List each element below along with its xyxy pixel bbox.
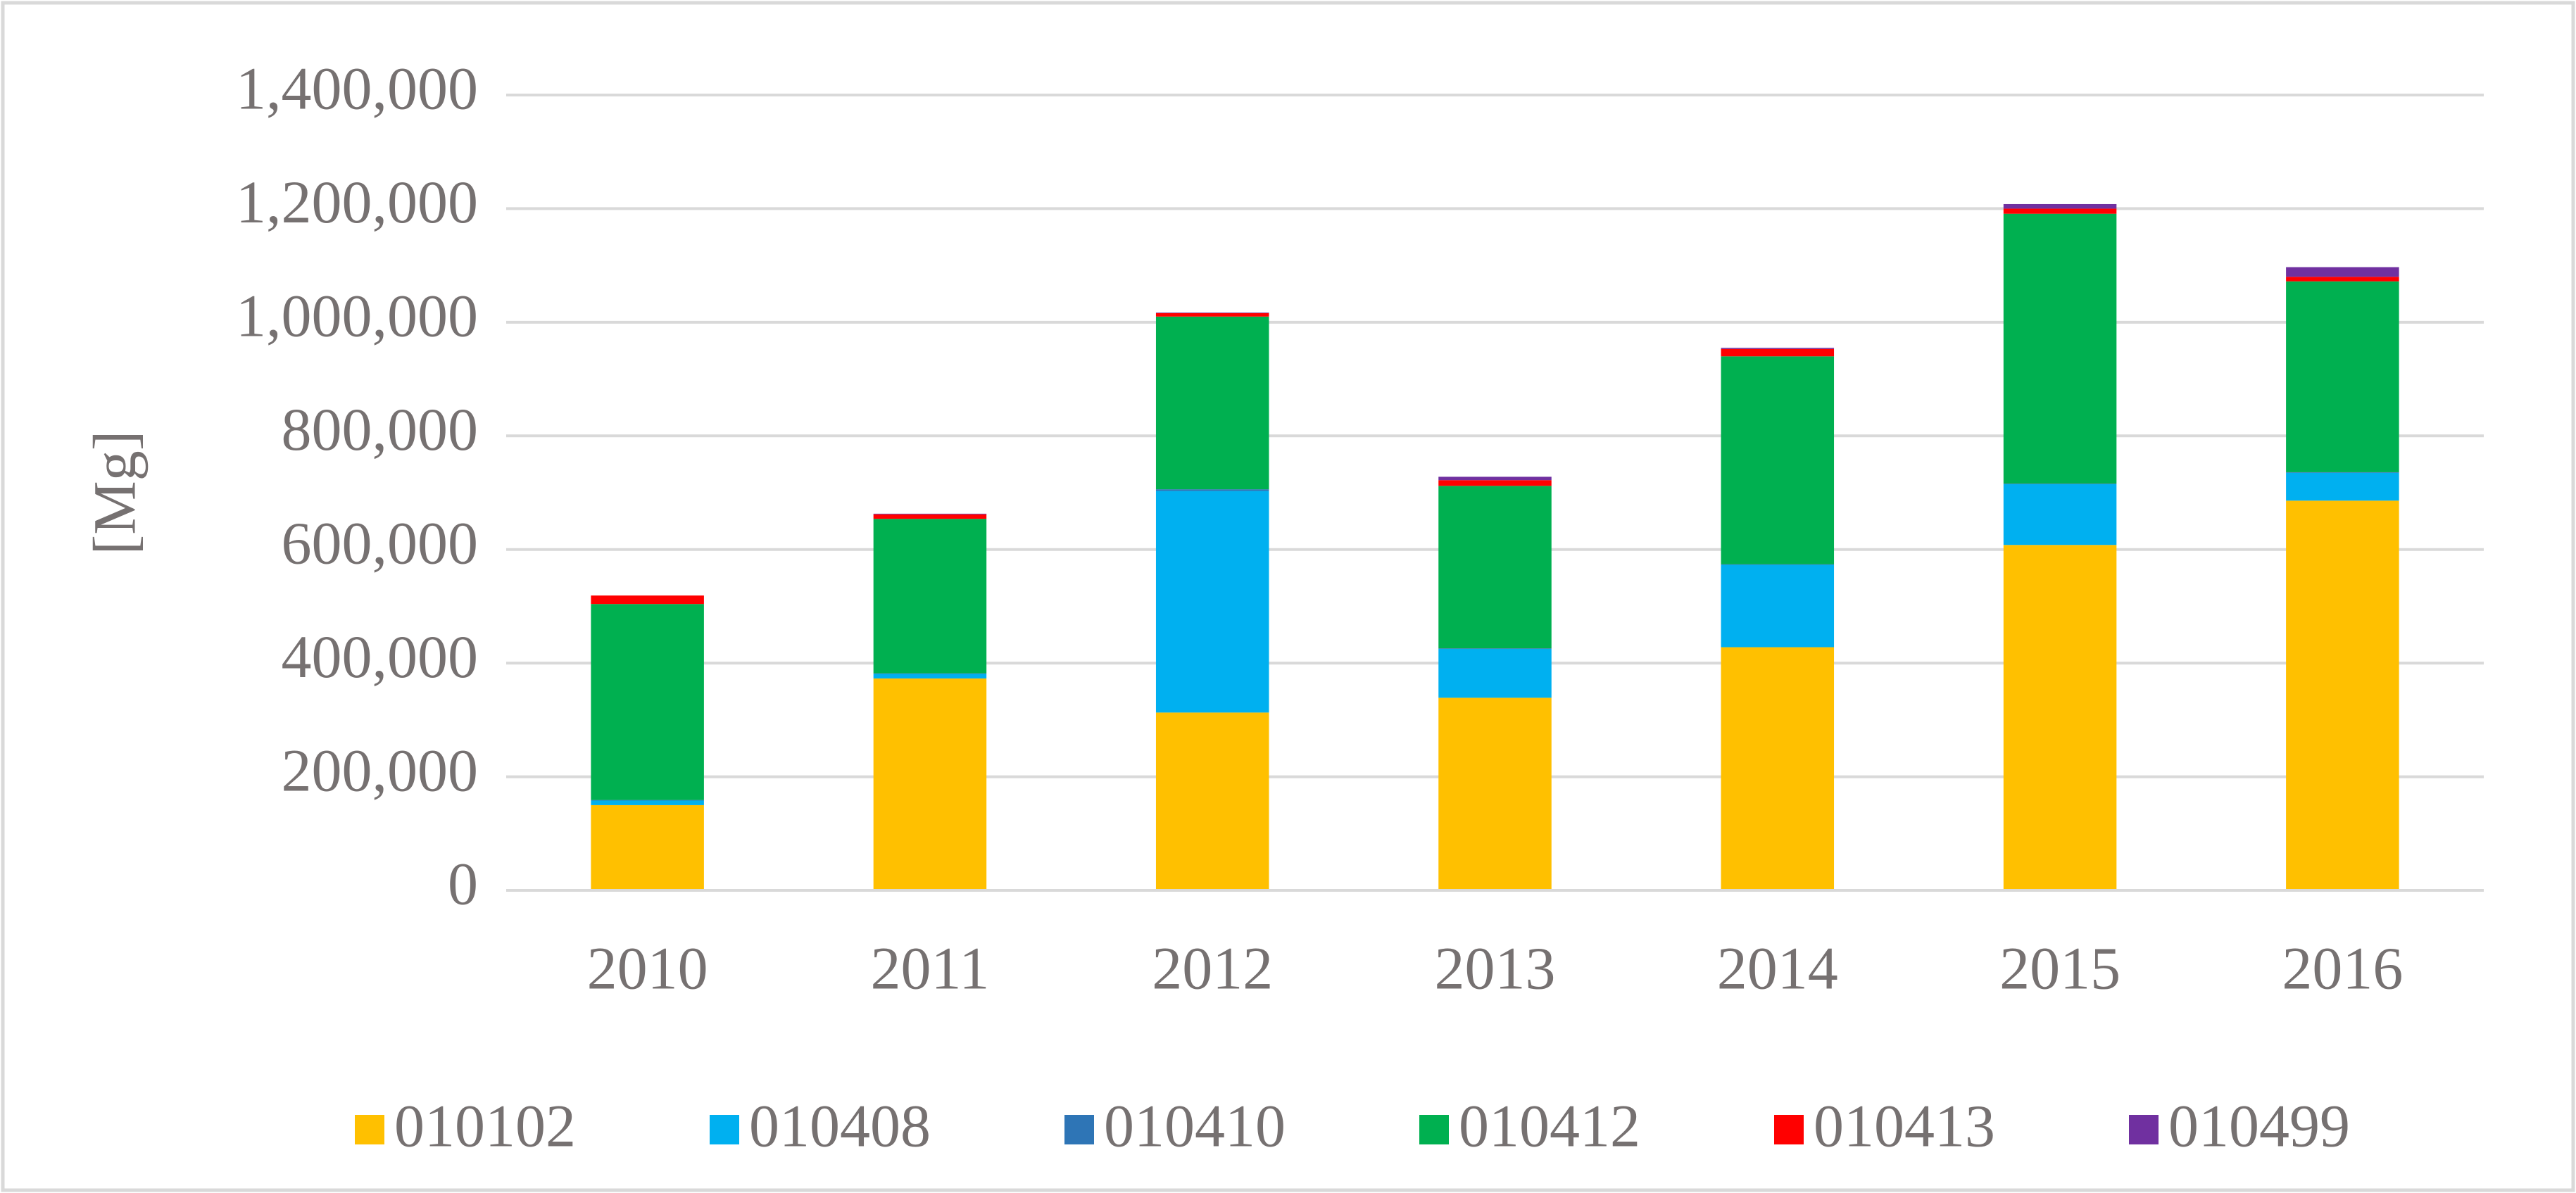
bar-segment: [873, 678, 987, 890]
bar-segment: [873, 674, 987, 678]
legend-label: 010102: [394, 1092, 576, 1160]
y-tick-label: 800,000: [282, 396, 479, 463]
x-tick-label: 2015: [1999, 935, 2121, 1002]
bar-segment: [1155, 491, 1269, 713]
legend-label: 010413: [1814, 1092, 1995, 1160]
y-tick-label: 1,000,000: [236, 282, 478, 350]
y-axis-label: [Mg]: [81, 431, 149, 555]
legend-label: 010499: [2168, 1092, 2350, 1160]
bar-segment: [2286, 267, 2399, 277]
bar-segment: [1155, 313, 1269, 317]
bar-segment: [2003, 484, 2117, 545]
bar-segment: [1155, 489, 1269, 491]
bar-segment: [591, 804, 704, 890]
bar-segment: [1721, 348, 1835, 349]
x-tick-label: 2010: [587, 935, 708, 1002]
bar-segment: [1155, 712, 1269, 890]
bar-segment: [2003, 208, 2117, 214]
bar-segment: [1721, 564, 1835, 565]
y-tick-label: 0: [448, 850, 478, 918]
bar-segment: [591, 800, 704, 801]
x-tick-label: 2013: [1435, 935, 1556, 1002]
legend-label: 010408: [749, 1092, 931, 1160]
x-tick-label: 2016: [2282, 935, 2403, 1002]
legend-swatch: [355, 1115, 384, 1144]
legend-swatch: [1419, 1115, 1449, 1144]
legend-swatch: [2129, 1115, 2159, 1144]
bar-segment: [873, 514, 987, 519]
bar-segment: [1438, 648, 1552, 698]
bar-segment: [2003, 213, 2117, 484]
bar-segment: [1438, 486, 1552, 649]
bar-segment: [2003, 545, 2117, 890]
y-tick-label: 200,000: [282, 736, 479, 804]
bar-segment: [1721, 564, 1835, 648]
y-tick-label: 1,400,000: [236, 55, 478, 122]
bar-segment: [873, 513, 987, 515]
bar-segment: [591, 800, 704, 805]
bar-segment: [2286, 500, 2399, 890]
bar-segment: [2286, 472, 2399, 473]
legend-label: 010412: [1459, 1092, 1640, 1160]
bar-segment: [1438, 480, 1552, 486]
bar-segment: [591, 595, 704, 605]
legend-swatch: [710, 1115, 739, 1144]
bar-segment: [2286, 277, 2399, 282]
bar-segment: [2286, 472, 2399, 501]
bar-segment: [1721, 647, 1835, 890]
bar-segment: [2003, 203, 2117, 209]
legend-swatch: [1774, 1115, 1804, 1144]
y-tick-label: 1,200,000: [236, 168, 478, 236]
bar-segment: [873, 519, 987, 674]
bar-segment: [1155, 316, 1269, 490]
bar-segment: [1438, 476, 1552, 481]
y-tick-label: 400,000: [282, 623, 479, 690]
bar-segment: [591, 604, 704, 800]
legend-label: 010410: [1104, 1092, 1286, 1160]
legend-swatch: [1064, 1115, 1094, 1144]
bar-segment: [1438, 648, 1552, 649]
x-tick-label: 2011: [871, 935, 990, 1002]
y-tick-label: 600,000: [282, 509, 479, 576]
bar-segment: [1721, 348, 1835, 357]
bar-segment: [1721, 356, 1835, 564]
bar-segment: [2286, 281, 2399, 472]
x-tick-label: 2012: [1152, 935, 1273, 1002]
x-tick-label: 2014: [1717, 935, 1838, 1002]
bar-segment: [1438, 698, 1552, 890]
